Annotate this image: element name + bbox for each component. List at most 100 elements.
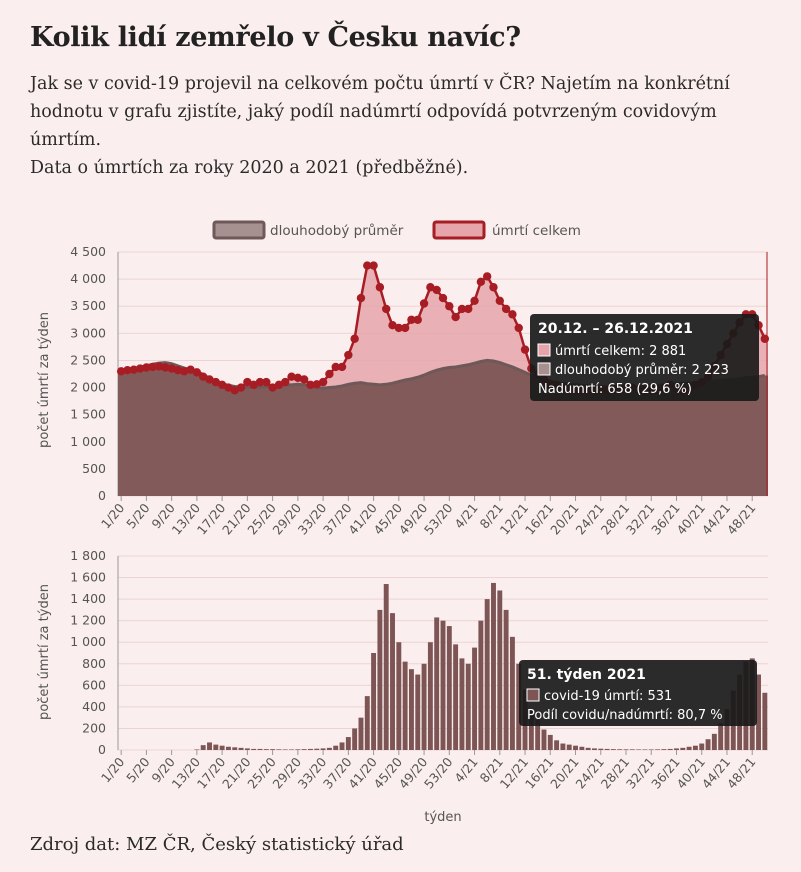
total-point[interactable] (268, 383, 277, 392)
bar[interactable] (636, 749, 642, 750)
bar[interactable] (371, 653, 377, 750)
total-point[interactable] (394, 323, 404, 333)
bar[interactable] (465, 663, 471, 750)
bar[interactable] (661, 749, 667, 750)
bar[interactable] (295, 749, 301, 750)
total-point[interactable] (236, 383, 246, 392)
total-point[interactable] (426, 283, 435, 292)
legend-label-total[interactable]: úmrtí celkem (492, 223, 581, 239)
bar[interactable] (251, 748, 257, 750)
total-point[interactable] (180, 367, 189, 376)
bar[interactable] (598, 748, 604, 750)
bar[interactable] (213, 744, 219, 750)
bar[interactable] (282, 749, 288, 750)
bar[interactable] (390, 613, 395, 750)
total-point[interactable] (451, 312, 460, 322)
total-point[interactable] (344, 350, 353, 360)
bar[interactable] (244, 748, 250, 750)
bar[interactable] (497, 590, 503, 750)
total-point[interactable] (438, 293, 448, 303)
bar[interactable] (674, 748, 679, 750)
total-point[interactable] (262, 377, 271, 387)
bar[interactable] (509, 636, 515, 750)
bar[interactable] (547, 734, 553, 750)
total-point[interactable] (413, 315, 422, 324)
total-point[interactable] (356, 293, 366, 303)
total-point[interactable] (243, 377, 252, 387)
bar[interactable] (219, 745, 225, 750)
bar[interactable] (579, 746, 585, 750)
total-point[interactable] (186, 365, 195, 374)
bar[interactable] (528, 709, 534, 750)
bar[interactable] (358, 717, 364, 750)
bar[interactable] (194, 749, 200, 750)
bar[interactable] (655, 749, 661, 750)
total-point[interactable] (407, 315, 416, 324)
plot-area[interactable] (194, 582, 768, 750)
bar[interactable] (257, 748, 263, 750)
bar[interactable] (200, 745, 206, 750)
bar[interactable] (554, 740, 560, 750)
bar[interactable] (225, 746, 231, 750)
bar[interactable] (516, 663, 522, 750)
bar[interactable] (573, 745, 578, 750)
total-point[interactable] (520, 345, 530, 354)
total-point[interactable] (287, 372, 296, 381)
bar[interactable] (667, 748, 673, 750)
bar[interactable] (610, 749, 616, 750)
total-point[interactable] (501, 304, 511, 314)
bar[interactable] (762, 692, 768, 750)
bar[interactable] (478, 620, 484, 750)
bar[interactable] (686, 746, 692, 750)
total-point[interactable] (508, 310, 517, 319)
total-point[interactable] (382, 304, 391, 314)
total-point[interactable] (445, 302, 454, 311)
total-point[interactable] (148, 362, 157, 372)
area-chart[interactable]: 0 500 1 000 1 500 2 000 2 500 3 000 3 500 4 000 4… (37, 244, 770, 538)
bar[interactable] (263, 749, 269, 750)
total-point[interactable] (495, 296, 504, 305)
bar[interactable] (446, 626, 452, 750)
total-point[interactable] (299, 375, 309, 384)
total-point[interactable] (760, 334, 770, 343)
total-point[interactable] (312, 380, 321, 389)
total-point[interactable] (375, 283, 385, 292)
total-point[interactable] (476, 277, 486, 287)
legend-swatch-average[interactable] (212, 220, 266, 240)
bar[interactable] (692, 745, 698, 750)
bar[interactable] (427, 642, 433, 750)
bar[interactable] (503, 609, 509, 750)
legend[interactable]: dlouhodobý průměr úmrtí celkem (212, 220, 581, 240)
bar[interactable] (585, 747, 591, 750)
total-point[interactable] (230, 386, 239, 395)
total-point[interactable] (129, 365, 138, 374)
total-point[interactable] (419, 299, 429, 308)
total-point[interactable] (325, 369, 334, 379)
total-point[interactable] (293, 373, 303, 382)
bar[interactable] (535, 719, 541, 750)
bar[interactable] (364, 696, 370, 750)
total-point[interactable] (318, 377, 328, 387)
total-point[interactable] (205, 375, 214, 384)
bar[interactable] (308, 748, 313, 750)
bar[interactable] (402, 661, 408, 750)
total-point[interactable] (482, 272, 492, 281)
bar[interactable] (339, 742, 345, 750)
total-point[interactable] (211, 377, 221, 387)
total-point[interactable] (142, 363, 151, 372)
total-point[interactable] (388, 321, 397, 330)
bar[interactable] (705, 739, 711, 750)
bar[interactable] (345, 737, 351, 750)
bar[interactable] (408, 669, 414, 750)
bar[interactable] (718, 723, 724, 750)
bar[interactable] (711, 733, 717, 750)
total-point[interactable] (514, 323, 523, 333)
total-point[interactable] (470, 296, 479, 305)
total-point[interactable] (306, 380, 315, 390)
total-point[interactable] (369, 261, 378, 270)
bar[interactable] (352, 728, 358, 750)
bar[interactable] (699, 743, 705, 750)
bar[interactable] (301, 749, 307, 750)
bar[interactable] (560, 743, 566, 750)
bar[interactable] (484, 599, 490, 750)
